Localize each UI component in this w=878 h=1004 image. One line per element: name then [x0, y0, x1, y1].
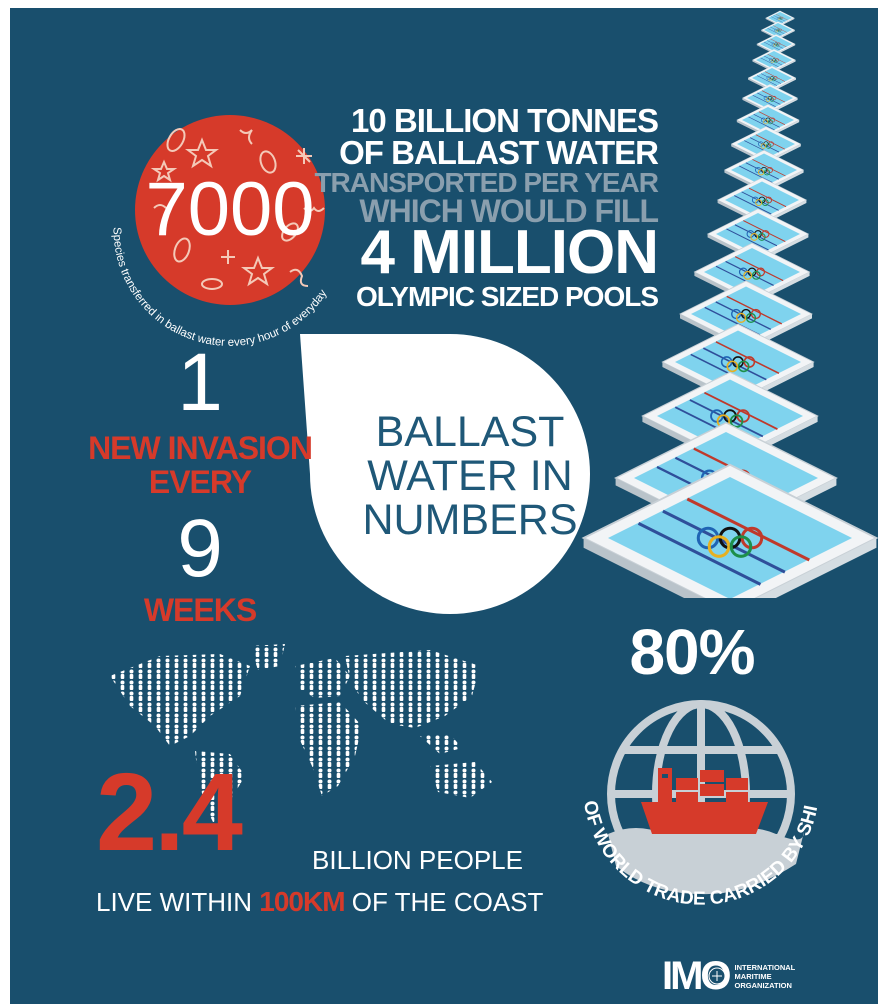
title-line3: NUMBERS: [362, 496, 578, 544]
seed-icon: [166, 128, 299, 290]
coast-line2: LIVE WITHIN 100KM OF THE COAST: [96, 886, 544, 917]
imo-logo: IMO INTERNATIONAL MARITIME ORGANIZATION: [662, 956, 795, 996]
logo-line2: MARITIME: [734, 971, 772, 981]
swimming-pool-icon: [582, 10, 878, 598]
coast-number: 2.4: [96, 751, 243, 874]
invasion-line1: NEW INVASION: [88, 430, 313, 466]
species-circle-bg: [135, 115, 325, 305]
infographic-poster: 7000 Species transferred in ballast wate…: [10, 8, 878, 1004]
world-map-people-icon: [110, 644, 492, 826]
invasion-number-2: 9: [177, 503, 223, 594]
species-number: 7000: [145, 167, 314, 252]
tonnes-line4: WHICH WOULD FILL: [359, 193, 659, 229]
plankton-icon: [153, 129, 325, 287]
invasion-line3: WEEKS: [143, 592, 257, 628]
wave-icon: [608, 828, 804, 895]
invasion-line2: EVERY: [148, 464, 252, 500]
coast-prefix: LIVE WITHIN: [96, 887, 253, 917]
invasion-number-1: 1: [177, 337, 223, 428]
emblem-icon: [708, 967, 726, 985]
logo-line3: ORGANIZATION: [734, 980, 792, 990]
tonnes-line6: OLYMPIC SIZED POOLS: [355, 281, 659, 312]
coast-suffix: OF THE COAST: [351, 887, 544, 917]
title-drop-shape: [300, 334, 590, 614]
coast-highlight: 100KM: [259, 886, 345, 917]
page-title: BALLAST WATER IN NUMBERS: [355, 410, 585, 542]
cargo-ship-icon: [641, 768, 768, 834]
tonnes-line3: TRANSPORTED PER YEAR: [314, 167, 659, 198]
tonnes-line1: 10 BILLION TONNES: [351, 102, 659, 139]
logo-line1: INTERNATIONAL: [734, 962, 796, 972]
tonnes-line2: OF BALLAST WATER: [339, 134, 659, 171]
logo-text: INTERNATIONAL MARITIME ORGANIZATION: [735, 963, 796, 990]
starfish-icon: [150, 137, 275, 287]
species-circle: 7000 Species transferred in ballast wate…: [111, 115, 330, 349]
coast-line1: BILLION PEOPLE: [312, 845, 523, 875]
title-line2: WATER IN: [367, 452, 573, 500]
tonnes-line5: 4 MILLION: [360, 218, 659, 287]
trade-percent: 80%: [629, 616, 755, 688]
globe-graphic: OF WORLD TRADE CARRIED BY SHIPS: [546, 684, 822, 910]
title-line1: BALLAST: [375, 408, 565, 456]
